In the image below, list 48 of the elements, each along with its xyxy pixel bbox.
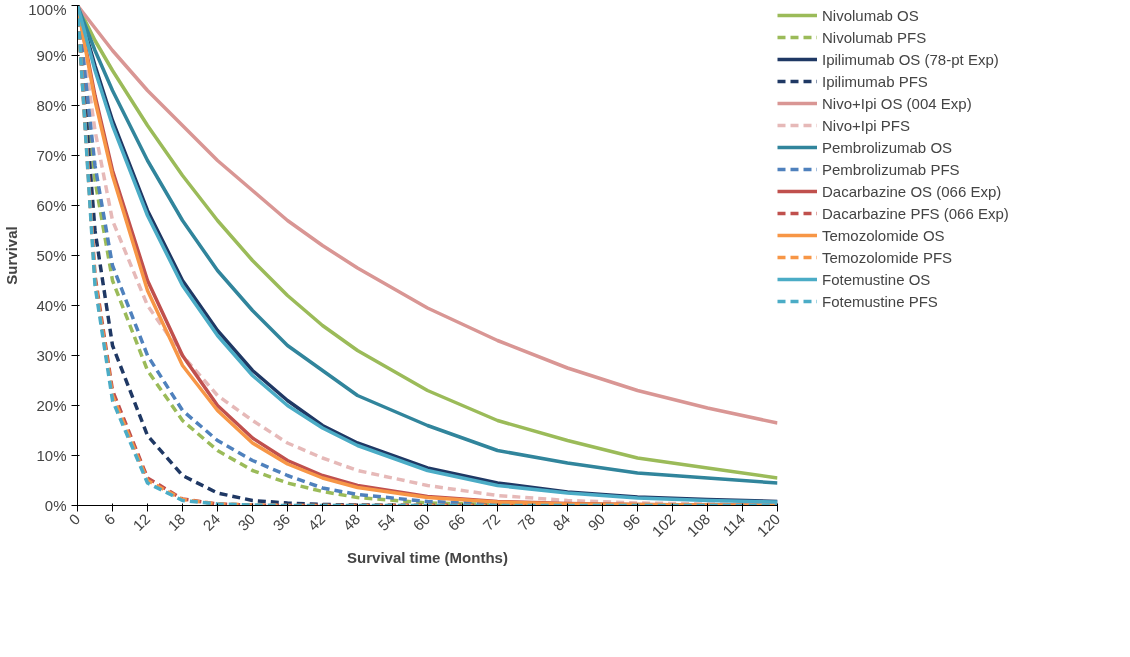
y-tick-label: 30% <box>36 347 67 364</box>
x-tick-label: 36 <box>269 510 294 534</box>
x-tick-label: 30 <box>234 510 259 534</box>
x-tick-label: 0 <box>65 510 84 529</box>
x-tick-label: 72 <box>479 510 504 534</box>
x-tick-label: 60 <box>409 510 434 534</box>
x-tick-label: 114 <box>719 510 749 540</box>
legend-label: Ipilimumab PFS <box>822 72 928 90</box>
x-tick-label: 120 <box>753 510 784 540</box>
x-tick-label: 90 <box>584 510 609 534</box>
x-tick-label: 54 <box>374 510 399 534</box>
y-tick-label: 100% <box>28 0 67 18</box>
x-tick-label: 108 <box>683 510 714 540</box>
y-tick-label: 50% <box>36 247 67 264</box>
x-tick-label: 42 <box>304 510 329 534</box>
y-tick-label: 20% <box>36 397 67 414</box>
legend-label: Nivolumab PFS <box>822 28 927 46</box>
legend-label: Fotemustine OS <box>822 270 931 288</box>
legend-label: Temozolomide PFS <box>822 248 953 266</box>
x-axis-title: Survival time (Months) <box>347 549 508 567</box>
x-tick-label: 102 <box>648 510 679 540</box>
y-tick-label: 80% <box>36 97 67 114</box>
y-axis-title: Survival <box>3 226 21 285</box>
legend-label: Nivolumab OS <box>822 6 919 24</box>
y-tick-label: 60% <box>36 197 67 214</box>
x-tick-label: 84 <box>549 510 574 534</box>
legend-label: Dacarbazine OS (066 Exp) <box>822 182 1002 200</box>
y-tick-label: 10% <box>36 447 67 464</box>
legend-label: Pembrolizumab OS <box>822 138 953 156</box>
x-tick-label: 66 <box>444 510 469 534</box>
legend-label: Fotemustine PFS <box>822 292 938 310</box>
legend-label: Nivo+Ipi OS (004 Exp) <box>822 94 972 112</box>
x-tick-label: 18 <box>164 510 189 534</box>
x-tick-label: 12 <box>129 510 154 534</box>
y-tick-label: 70% <box>36 147 67 164</box>
y-tick-label: 40% <box>36 297 67 314</box>
x-tick-label: 78 <box>514 510 539 534</box>
y-tick-label: 0% <box>44 497 67 514</box>
legend-label: Nivo+Ipi PFS <box>822 116 910 134</box>
y-tick-label: 90% <box>36 47 67 64</box>
legend-label: Pembrolizumab PFS <box>822 160 960 178</box>
legend-label: Temozolomide OS <box>822 226 945 244</box>
x-tick-label: 6 <box>100 510 119 529</box>
x-tick-label: 24 <box>199 510 224 534</box>
legend-label: Ipilimumab OS (78-pt Exp) <box>822 50 999 68</box>
x-tick-label: 96 <box>619 510 644 534</box>
x-tick-label: 48 <box>339 510 364 534</box>
legend-label: Dacarbazine PFS (066 Exp) <box>822 204 1009 222</box>
